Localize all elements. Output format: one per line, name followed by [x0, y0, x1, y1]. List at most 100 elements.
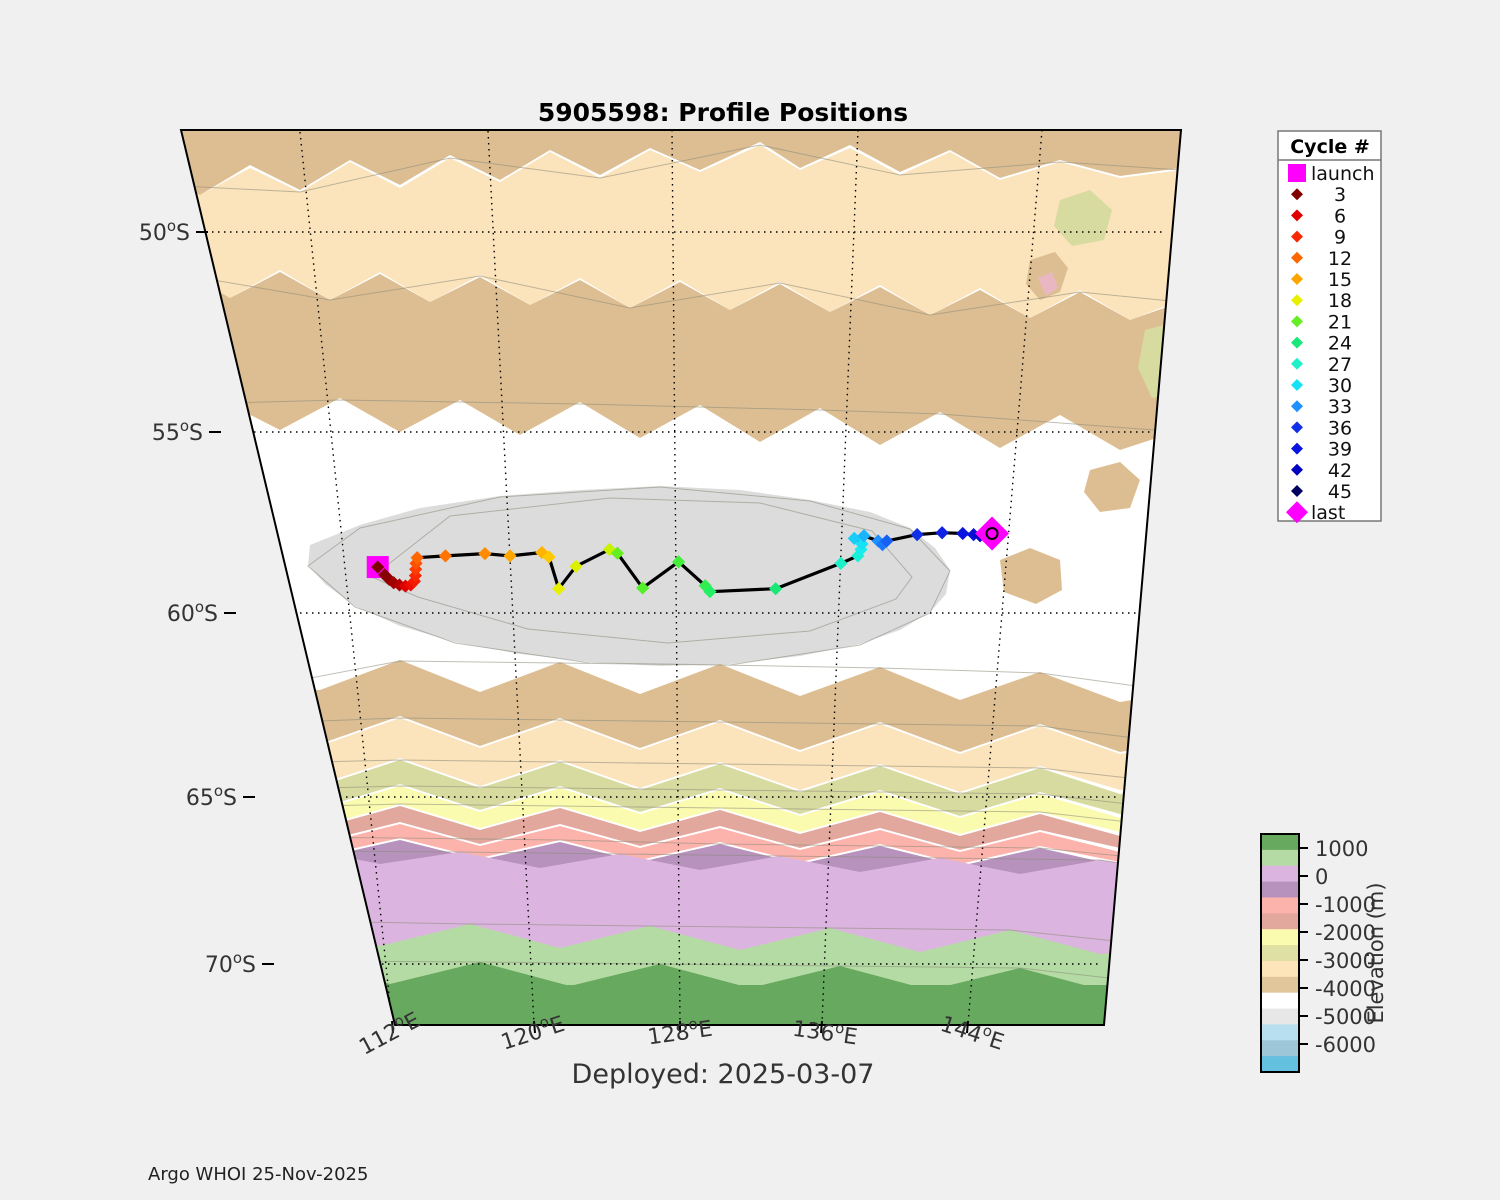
cycle-legend[interactable]: Cycle # launch36912151821242730333639424… [1277, 130, 1382, 524]
legend-entry-12[interactable]: 12 [1291, 248, 1352, 270]
profile-point-cycle-5[interactable] [392, 578, 407, 592]
legend-label-6: 6 [1334, 205, 1346, 227]
legend-entry-6[interactable]: 6 [1291, 205, 1346, 227]
legend-swatch-36 [1291, 421, 1303, 434]
legend-swatch-last [1286, 501, 1308, 524]
bathy-band-tan-north-2 [190, 272, 1181, 450]
legend-swatch-launch [1288, 164, 1306, 182]
colorbar-tick-label-7: -6000 [1315, 1033, 1376, 1057]
profile-point-cycle-24[interactable] [698, 579, 712, 593]
legend-entry-21[interactable]: 21 [1291, 311, 1352, 333]
bathy-islet-4 [1084, 462, 1140, 512]
legend-entry-45[interactable]: 45 [1291, 481, 1352, 503]
profile-point-cycle-39[interactable] [966, 528, 981, 542]
profile-point-cycle-13[interactable] [438, 549, 453, 563]
profile-point-cycle-31[interactable] [847, 531, 861, 545]
colorbar-band-2 [1261, 865, 1299, 883]
profile-point-cycle-22[interactable] [636, 581, 650, 595]
profile-point-cycle-33[interactable] [871, 534, 885, 548]
profile-point-cycle-19[interactable] [569, 559, 583, 573]
profile-point-cycle-14[interactable] [478, 547, 492, 561]
profile-point-cycle-15[interactable] [503, 549, 517, 563]
deployed-caption: Deployed: 2025-03-07 [572, 1059, 875, 1090]
lat-label-3: 65oS [186, 782, 237, 811]
float-trajectory[interactable] [366, 516, 1010, 599]
legend-label-42: 42 [1328, 460, 1352, 482]
legend-entry-33[interactable]: 33 [1291, 396, 1352, 418]
profile-point-cycle-3[interactable] [382, 572, 396, 586]
legend-swatch-21 [1291, 315, 1303, 328]
profile-point-cycle-9[interactable] [408, 569, 422, 583]
bathy-islet-2 [1038, 272, 1058, 296]
footer-credit: Argo WHOI 25-Nov-2025 [148, 1164, 368, 1185]
bathy-band-tan-south [258, 660, 1181, 752]
colorbar-band-10 [1261, 992, 1299, 1010]
bathy-band-grey-plateau-inner [330, 495, 912, 642]
last-position-marker[interactable] [975, 516, 1010, 551]
legend-swatch-12 [1291, 251, 1303, 264]
legend-label-18: 18 [1328, 290, 1352, 312]
legend-label-launch: launch [1311, 163, 1375, 185]
lat-ticks [196, 231, 274, 965]
legend-entry-39[interactable]: 39 [1291, 439, 1352, 461]
bathy-band-olive-south [276, 760, 1181, 816]
bathy-band-pink-south [290, 822, 1181, 864]
legend-entry-3[interactable]: 3 [1291, 184, 1346, 206]
colorbar-band-4 [1261, 897, 1299, 914]
legend-entry-18[interactable]: 18 [1291, 290, 1352, 312]
colorbar-band-9 [1261, 976, 1299, 994]
lon-label-2: 128oE [646, 1013, 714, 1051]
legend-entry-42[interactable]: 42 [1291, 460, 1352, 482]
bathy-band-tan-north [181, 130, 1181, 195]
profile-point-cycle-21[interactable] [610, 546, 625, 560]
profile-point-cycle-17[interactable] [542, 550, 556, 564]
legend-swatch-9 [1291, 230, 1303, 243]
profile-point-cycle-8[interactable] [407, 574, 421, 588]
map-panel[interactable]: 50oS 55oS 60oS 65oS 70oS 112oE 120oE [139, 129, 1190, 1061]
legend-entry-9[interactable]: 9 [1291, 227, 1346, 249]
legend-entry-27[interactable]: 27 [1291, 354, 1352, 376]
bathy-islet-6 [1054, 190, 1112, 246]
profile-point-cycle-34[interactable] [875, 538, 890, 552]
legend-entry-15[interactable]: 15 [1291, 269, 1352, 291]
profile-point-cycle-28[interactable] [851, 549, 865, 563]
legend-label-33: 33 [1328, 396, 1352, 418]
profile-point-cycle-18[interactable] [552, 582, 566, 596]
profile-point-cycle-37[interactable] [935, 526, 949, 540]
profile-point-cycle-7[interactable] [404, 578, 418, 592]
colorbar-tick-label-6: -5000 [1315, 1005, 1376, 1029]
lat-label-2: 60oS [167, 598, 218, 627]
profile-point-cycle-4[interactable] [387, 576, 401, 590]
legend-label-30: 30 [1328, 375, 1352, 397]
legend-entry-30[interactable]: 30 [1291, 375, 1352, 397]
profile-point-cycle-36[interactable] [910, 528, 924, 542]
profile-point-cycle-26[interactable] [769, 582, 783, 596]
contour-lines [181, 144, 1181, 987]
profile-point-cycle-32[interactable] [857, 529, 871, 543]
lon-ticks [391, 1020, 969, 1034]
colorbar-band-8 [1261, 960, 1299, 978]
legend-entry-36[interactable]: 36 [1291, 417, 1352, 439]
profile-point-cycle-23[interactable] [671, 555, 686, 569]
legend-label-36: 36 [1328, 417, 1352, 439]
colorbar-tick-label-5: -4000 [1315, 977, 1376, 1001]
profile-point-cycle-12[interactable] [410, 551, 424, 565]
profile-point-cycle-27[interactable] [834, 556, 848, 570]
legend-entry-last[interactable]: last [1286, 501, 1345, 524]
legend-label-3: 3 [1334, 184, 1346, 206]
colorbar-tick-label-3: -2000 [1315, 921, 1376, 945]
profile-point-cycle-1[interactable] [371, 560, 385, 574]
legend-label-24: 24 [1328, 333, 1352, 355]
legend-entry-24[interactable]: 24 [1291, 333, 1352, 355]
profile-point-cycle-35[interactable] [880, 534, 894, 548]
page-title: 5905598: Profile Positions [538, 98, 908, 127]
legend-entry-launch[interactable]: launch [1288, 163, 1375, 185]
profile-point-cycle-38[interactable] [956, 526, 970, 541]
colorbar-band-5 [1261, 913, 1299, 930]
elevation-colorbar[interactable]: 1000 0 -1000 -2000 -3000 -4000 -5000 -6000 Elev… [1260, 833, 1388, 1073]
graticule-grid [200, 130, 1165, 1025]
lat-tick-labels: 50oS 55oS 60oS 65oS 70oS [139, 217, 256, 978]
profile-point-cycle-25[interactable] [703, 585, 717, 599]
